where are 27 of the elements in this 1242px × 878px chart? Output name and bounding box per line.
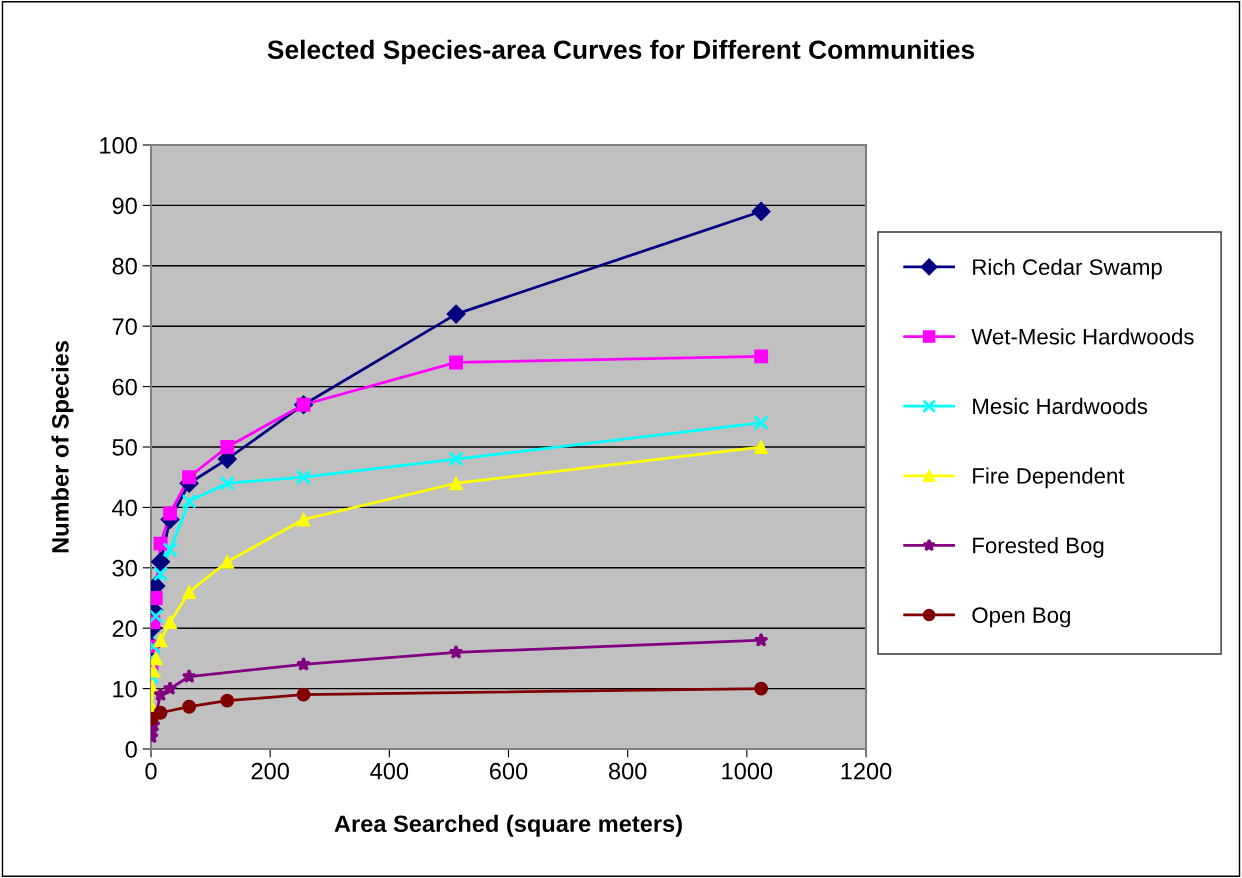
y-tick-label: 40 bbox=[112, 499, 137, 517]
y-axis-title: Number of Species bbox=[51, 341, 74, 553]
x-axis-title: Area Searched (square meters) bbox=[334, 814, 682, 837]
y-tick-label: 100 bbox=[100, 137, 137, 154]
legend-label: Forested Bog bbox=[973, 537, 1104, 558]
y-tick-label: 70 bbox=[112, 318, 137, 335]
x-tick-label: 200 bbox=[251, 762, 289, 780]
legend-label: Rich Cedar Swamp bbox=[973, 258, 1162, 280]
y-tick-label: 50 bbox=[112, 439, 137, 456]
y-tick-label: 20 bbox=[112, 620, 137, 637]
x-tick-label: 800 bbox=[609, 762, 647, 780]
x-tick-label: 400 bbox=[370, 762, 409, 780]
x-tick-label: 1000 bbox=[722, 762, 773, 780]
x-tick-label: 0 bbox=[145, 762, 157, 780]
y-tick-label: 0 bbox=[125, 741, 137, 758]
legend-label: Open Bog bbox=[972, 607, 1070, 628]
y-tick-label: 60 bbox=[112, 378, 137, 396]
legend-label: Mesic Hardwoods bbox=[973, 397, 1148, 415]
y-tick-label: 80 bbox=[112, 257, 137, 275]
y-tick-label: 90 bbox=[112, 197, 137, 215]
legend-label: Wet-Mesic Hardwoods bbox=[971, 328, 1194, 345]
legend-label: Fire Dependent bbox=[973, 467, 1125, 489]
chart-title: Selected Species-area Curves for Different Communities bbox=[267, 39, 975, 65]
x-tick-label: 600 bbox=[490, 762, 528, 780]
x-tick-label: 1200 bbox=[841, 762, 892, 780]
y-tick-label: 30 bbox=[112, 559, 137, 577]
y-tick-label: 10 bbox=[113, 680, 137, 698]
